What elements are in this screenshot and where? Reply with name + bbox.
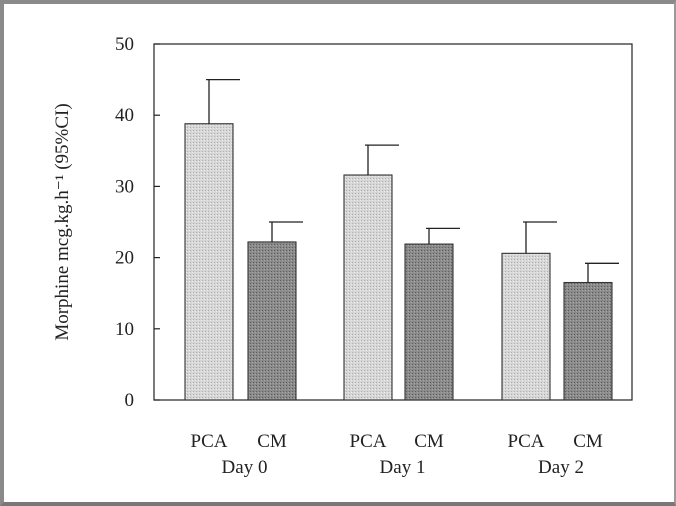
y-tick-label-1: 10	[115, 319, 134, 340]
group-label-1: Day 1	[380, 457, 426, 478]
y-tick-label-5: 50	[115, 34, 134, 55]
y-tick-label-4: 40	[115, 105, 134, 126]
category-label-3: CM	[414, 431, 444, 452]
group-label-2: Day 2	[538, 457, 584, 478]
y-tick-label-0: 0	[125, 390, 135, 411]
bar-chart: 0 10 20 30 40 50 PCA CM PCA CM PCA CM Day 0 Day 1 Day …	[52, 34, 633, 478]
group-label-0: Day 0	[222, 457, 268, 478]
bar-4	[501, 252, 551, 401]
bar-1	[247, 241, 297, 401]
category-label-5: CM	[573, 431, 603, 452]
bar-5	[563, 281, 613, 401]
category-label-2: PCA	[350, 431, 387, 452]
bar-2	[343, 174, 393, 401]
y-tick-label-2: 20	[115, 248, 134, 269]
category-label-1: CM	[257, 431, 287, 452]
plot-area: 0 10 20 30 40 50 PCA CM PCA CM PCA CM Day 0 Day 1 Day …	[115, 34, 633, 478]
bar-3	[404, 243, 454, 401]
plot-border	[153, 43, 633, 401]
y-axis-label: Morphine mcg.kg.h⁻¹ (95%CI)	[52, 103, 73, 340]
category-label-4: PCA	[508, 431, 545, 452]
category-label-0: PCA	[191, 431, 228, 452]
y-tick-label-3: 30	[115, 176, 134, 197]
bar-0	[184, 123, 234, 401]
